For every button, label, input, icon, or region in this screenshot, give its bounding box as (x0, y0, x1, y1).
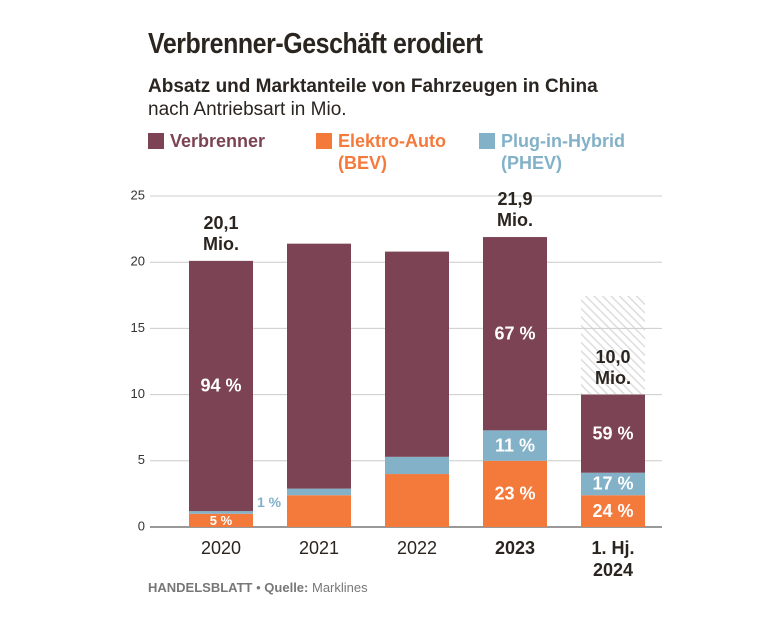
source: Marklines (312, 580, 368, 595)
legend-item: Elektro-Auto (BEV) (316, 130, 466, 174)
bar-segment (189, 511, 253, 514)
total-label: 21,9 Mio. (497, 189, 533, 231)
projection-hatch (581, 296, 645, 394)
y-tick-label: 25 (131, 187, 145, 202)
bar-segment (287, 243, 351, 489)
bar-segment (385, 456, 449, 475)
share-label: 11 % (495, 435, 535, 455)
share-label: 59 % (592, 423, 633, 443)
bar-segment (483, 430, 547, 461)
bar-segment (189, 260, 253, 512)
x-tick-label: 2021 (298, 538, 340, 558)
y-tick-label: 15 (131, 320, 145, 335)
bar-segment (385, 474, 449, 527)
unit-note: nach Antriebsart in Mio. (148, 99, 347, 120)
share-label: 17 % (592, 474, 633, 494)
legend-label: Elektro-Auto (BEV) (338, 131, 446, 173)
bar-segment (581, 495, 645, 527)
y-tick-label: 5 (138, 452, 145, 467)
share-label: 67 % (494, 323, 535, 343)
legend-label: Verbrenner (170, 131, 266, 151)
x-tick-label: 2022 (396, 538, 438, 558)
legend-swatch (479, 133, 495, 149)
x-tick-label: 2023 (494, 538, 536, 558)
subtitle: Absatz und Marktanteile von Fahrzeugen i… (148, 76, 598, 97)
legend-item: Verbrenner (148, 130, 308, 152)
bar-segment (287, 495, 351, 527)
bar-segment (483, 460, 547, 527)
footer: HANDELSBLATT • Quelle: Marklines (148, 580, 368, 595)
share-label: 1 % (257, 494, 282, 510)
bar-segment (287, 488, 351, 496)
x-tick-label: 2020 (200, 538, 242, 558)
y-tick-label: 20 (131, 254, 145, 269)
bar-segment (483, 237, 547, 431)
legend-item: Plug-in-Hybrid (PHEV) (479, 130, 649, 174)
legend-label: Plug-in-Hybrid (PHEV) (501, 131, 625, 173)
source-label: Quelle: (264, 580, 309, 595)
share-label: 94 % (200, 376, 241, 396)
share-label: 24 % (592, 501, 633, 521)
bar-segment (385, 251, 449, 457)
y-tick-label: 10 (131, 386, 145, 401)
total-label: 10,0 Mio. (595, 346, 631, 388)
legend-swatch (148, 133, 164, 149)
chart-title: Verbrenner-Geschäft erodiert (148, 28, 483, 60)
x-tick-label: 1. Hj. 2024 (591, 538, 635, 580)
legend-swatch (316, 133, 332, 149)
share-label: 5 % (210, 513, 233, 528)
total-label: 20,1 Mio. (203, 212, 239, 254)
share-label: 23 % (494, 484, 535, 504)
bar-segment (581, 394, 645, 473)
bar-segment (581, 472, 645, 496)
brand: HANDELSBLATT (148, 580, 253, 595)
y-tick-label: 0 (138, 518, 145, 533)
separator: • (256, 580, 261, 595)
bar-segment (189, 513, 253, 527)
